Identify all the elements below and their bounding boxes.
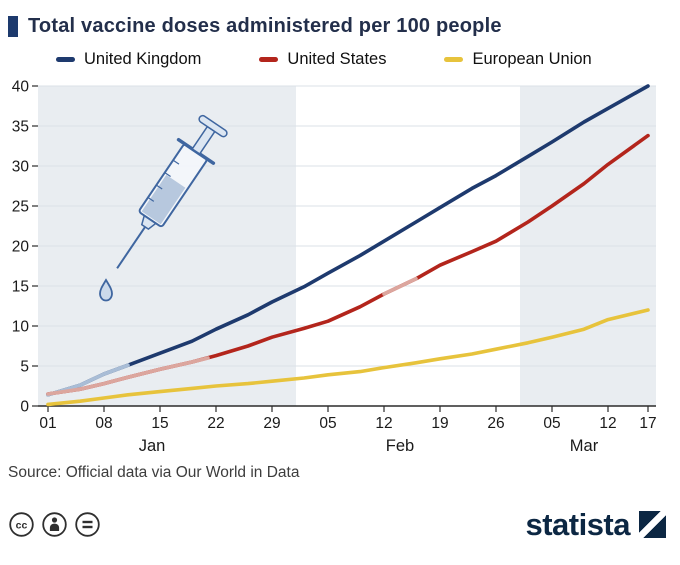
y-tick-label: 10 — [12, 319, 30, 336]
legend-item-european-union: European Union — [444, 49, 592, 69]
y-tick-label: 25 — [12, 199, 29, 216]
legend: United Kingdom United States European Un… — [56, 42, 680, 76]
title-accent-bar — [8, 15, 18, 37]
y-tick-label: 30 — [12, 159, 30, 176]
footer: cc statista — [0, 488, 680, 561]
x-tick-label: 19 — [431, 415, 448, 432]
series-line-european-union — [46, 308, 650, 407]
statista-logo-text: statista — [525, 506, 630, 542]
syringe-icon — [116, 114, 228, 269]
x-tick-label: 17 — [639, 415, 656, 432]
statista-logo: statista — [525, 507, 666, 543]
legend-label-united-kingdom: United Kingdom — [84, 49, 202, 68]
legend-label-european-union: European Union — [472, 49, 592, 68]
license-badges: cc — [8, 511, 101, 538]
header: Total vaccine doses administered per 100… — [0, 0, 680, 42]
cc-icon: cc — [9, 512, 34, 537]
legend-swatch-european-union — [444, 56, 464, 62]
series-light-segment — [46, 356, 210, 396]
month-label: Mar — [570, 437, 599, 455]
series-line-united-kingdom — [46, 84, 650, 397]
month-label: Jan — [139, 437, 166, 455]
statista-logo-mark — [639, 511, 666, 538]
chart-area: 0 5 10 15 20 25 30 35 40 01 08 15 22 29 05 12 19 26 05 12 17… — [0, 76, 680, 458]
x-tick-label: 15 — [151, 415, 168, 432]
x-tick-label: 29 — [263, 415, 280, 432]
source-text: Source: Official data via Our World in D… — [8, 464, 300, 481]
legend-item-united-states: United States — [259, 50, 386, 69]
y-tick-label: 15 — [12, 279, 29, 296]
y-tick-label: 40 — [12, 79, 30, 96]
x-tick-label: 12 — [599, 415, 616, 432]
y-tick-label: 0 — [20, 399, 29, 416]
legend-label-united-states: United States — [287, 49, 387, 68]
y-tick-label: 35 — [12, 119, 29, 136]
x-tick-label: 08 — [95, 415, 112, 432]
y-tick-label: 5 — [20, 359, 29, 376]
x-tick-label: 22 — [207, 415, 224, 432]
x-tick-label: 12 — [375, 415, 392, 432]
equals-icon — [75, 512, 100, 537]
month-label: Feb — [386, 437, 414, 455]
chart-title: Total vaccine doses administered per 100… — [28, 14, 502, 37]
x-tick-label: 26 — [487, 415, 504, 432]
y-tick-label: 20 — [12, 239, 30, 256]
series-light-segment — [382, 277, 418, 296]
svg-text:cc: cc — [16, 520, 28, 532]
legend-item-united-kingdom: United Kingdom — [56, 50, 201, 69]
legend-swatch-united-kingdom — [56, 56, 75, 62]
x-tick-label: 05 — [319, 415, 336, 432]
attribution-icon — [42, 512, 67, 537]
droplet-icon — [99, 278, 113, 302]
x-tick-label: 05 — [543, 415, 560, 432]
x-tick-label: 01 — [39, 415, 56, 432]
legend-swatch-united-states — [259, 56, 279, 62]
